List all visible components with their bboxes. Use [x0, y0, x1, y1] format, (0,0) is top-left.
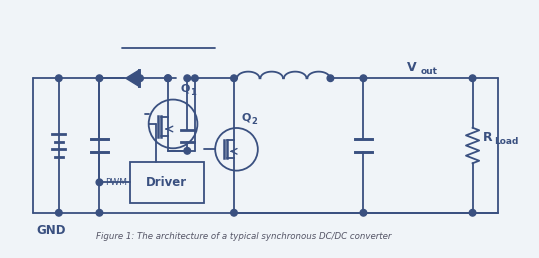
Circle shape	[137, 75, 143, 82]
Text: Q: Q	[181, 84, 190, 93]
Circle shape	[231, 75, 237, 82]
Circle shape	[96, 179, 103, 186]
Circle shape	[165, 75, 171, 82]
Circle shape	[327, 75, 334, 82]
Circle shape	[231, 209, 237, 216]
Text: 2: 2	[252, 117, 258, 126]
Text: PWM: PWM	[105, 178, 127, 187]
Text: R: R	[483, 131, 492, 144]
Text: 1: 1	[190, 87, 196, 96]
Polygon shape	[126, 70, 139, 86]
Text: Figure 1: The architecture of a typical synchronous DC/DC converter: Figure 1: The architecture of a typical …	[96, 232, 392, 241]
Circle shape	[96, 209, 103, 216]
Circle shape	[165, 75, 171, 82]
Circle shape	[184, 148, 191, 154]
Bar	[130, 162, 204, 203]
Circle shape	[469, 75, 476, 82]
Text: GND: GND	[36, 224, 65, 237]
Text: Driver: Driver	[146, 176, 187, 189]
Circle shape	[56, 209, 62, 216]
Text: V: V	[406, 61, 416, 74]
Circle shape	[469, 209, 476, 216]
Text: Q: Q	[241, 113, 251, 123]
Circle shape	[360, 209, 367, 216]
Circle shape	[360, 75, 367, 82]
Text: out: out	[421, 67, 438, 76]
Circle shape	[56, 75, 62, 82]
Circle shape	[191, 75, 198, 82]
Circle shape	[184, 75, 191, 82]
Text: Load: Load	[494, 137, 519, 146]
Circle shape	[96, 75, 103, 82]
